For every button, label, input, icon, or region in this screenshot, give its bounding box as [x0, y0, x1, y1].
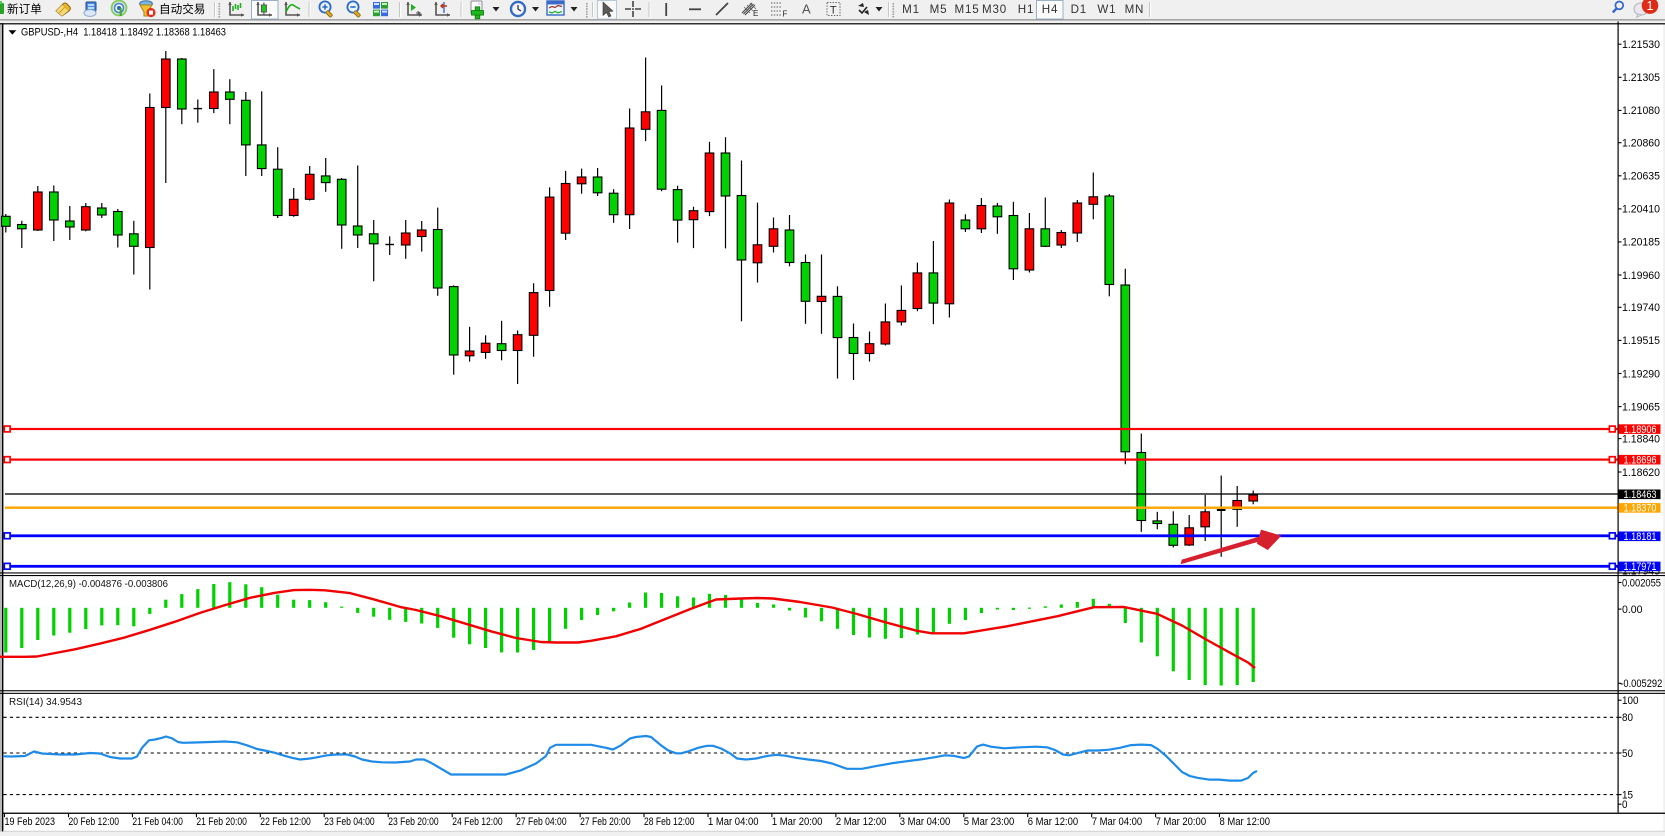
svg-text:1.20860: 1.20860 — [1622, 138, 1660, 150]
svg-text:8 Mar 12:00: 8 Mar 12:00 — [1220, 816, 1271, 828]
svg-text:1.18370: 1.18370 — [1624, 503, 1657, 515]
svg-text:MN: MN — [1125, 3, 1145, 16]
svg-text:M5: M5 — [930, 3, 948, 16]
svg-text:D1: D1 — [1071, 3, 1087, 16]
svg-text:80: 80 — [1622, 712, 1633, 724]
svg-text:1.18696: 1.18696 — [1624, 454, 1657, 466]
svg-text:1.19290: 1.19290 — [1622, 368, 1660, 380]
svg-text:2 Mar 12:00: 2 Mar 12:00 — [836, 816, 887, 828]
svg-text:23 Feb 04:00: 23 Feb 04:00 — [324, 816, 375, 828]
svg-text:15: 15 — [1622, 789, 1633, 801]
svg-text:1.21080: 1.21080 — [1622, 105, 1660, 117]
svg-text:1: 1 — [1647, 0, 1654, 13]
svg-text:E: E — [753, 9, 758, 18]
svg-text:6 Mar 12:00: 6 Mar 12:00 — [1028, 816, 1079, 828]
svg-text:100: 100 — [1622, 695, 1639, 707]
svg-text:0.00: 0.00 — [1622, 604, 1643, 616]
svg-text:1 Mar 04:00: 1 Mar 04:00 — [708, 816, 759, 828]
svg-text:1.19065: 1.19065 — [1622, 401, 1660, 413]
svg-text:1.19960: 1.19960 — [1622, 270, 1660, 282]
svg-text:1.19740: 1.19740 — [1622, 302, 1660, 314]
svg-text:1 Mar 20:00: 1 Mar 20:00 — [772, 816, 823, 828]
svg-text:0: 0 — [1622, 799, 1628, 811]
svg-text:50: 50 — [1622, 748, 1633, 760]
svg-text:1.18620: 1.18620 — [1622, 467, 1660, 479]
svg-text:-0.005292: -0.005292 — [1620, 678, 1662, 690]
svg-text:T: T — [830, 5, 837, 17]
svg-text:5 Mar 23:00: 5 Mar 23:00 — [964, 816, 1015, 828]
svg-text:0.002055: 0.002055 — [1622, 577, 1661, 589]
svg-text:27 Feb 20:00: 27 Feb 20:00 — [580, 816, 631, 828]
svg-text:1.18840: 1.18840 — [1622, 433, 1660, 445]
svg-text:GBPUSD-,H4 1.18418 1.18492 1.: GBPUSD-,H4 1.18418 1.18492 1.18368 1.184… — [21, 26, 226, 38]
svg-text:H1: H1 — [1018, 3, 1034, 16]
svg-text:1.21305: 1.21305 — [1622, 72, 1660, 84]
svg-text:新订单: 新订单 — [7, 2, 42, 16]
svg-text:24 Feb 12:00: 24 Feb 12:00 — [452, 816, 503, 828]
svg-text:19 Feb 2023: 19 Feb 2023 — [5, 816, 56, 828]
svg-text:M30: M30 — [982, 3, 1007, 16]
svg-text:3 Mar 04:00: 3 Mar 04:00 — [900, 816, 951, 828]
svg-text:1.18906: 1.18906 — [1624, 424, 1657, 436]
svg-text:1.20635: 1.20635 — [1622, 171, 1660, 183]
svg-text:7 Mar 04:00: 7 Mar 04:00 — [1092, 816, 1143, 828]
svg-text:RSI(14) 34.9543: RSI(14) 34.9543 — [9, 696, 82, 708]
svg-text:7 Mar 20:00: 7 Mar 20:00 — [1156, 816, 1207, 828]
svg-text:H4: H4 — [1042, 3, 1058, 16]
svg-text:21 Feb 04:00: 21 Feb 04:00 — [132, 816, 183, 828]
svg-text:22 Feb 12:00: 22 Feb 12:00 — [260, 816, 311, 828]
svg-text:MACD(12,26,9) -0.004876 -0.003: MACD(12,26,9) -0.004876 -0.003806 — [9, 578, 168, 590]
svg-text:A: A — [802, 2, 811, 17]
svg-text:F: F — [783, 10, 788, 19]
svg-text:20 Feb 12:00: 20 Feb 12:00 — [69, 816, 120, 828]
svg-text:1.18463: 1.18463 — [1624, 489, 1657, 501]
svg-text:W1: W1 — [1097, 3, 1116, 16]
svg-text:1.20410: 1.20410 — [1622, 204, 1660, 216]
svg-text:23 Feb 20:00: 23 Feb 20:00 — [388, 816, 439, 828]
svg-text:1.17971: 1.17971 — [1624, 561, 1657, 573]
svg-text:27 Feb 04:00: 27 Feb 04:00 — [516, 816, 567, 828]
svg-text:1.21530: 1.21530 — [1622, 39, 1660, 51]
svg-text:M15: M15 — [955, 3, 980, 16]
svg-text:1.19515: 1.19515 — [1622, 335, 1660, 347]
svg-text:自动交易: 自动交易 — [159, 2, 205, 16]
svg-text:1.18181: 1.18181 — [1624, 531, 1657, 543]
svg-text:21 Feb 20:00: 21 Feb 20:00 — [196, 816, 247, 828]
svg-text:28 Feb 12:00: 28 Feb 12:00 — [644, 816, 695, 828]
svg-text:M1: M1 — [902, 3, 920, 16]
svg-text:1.20185: 1.20185 — [1622, 237, 1660, 249]
